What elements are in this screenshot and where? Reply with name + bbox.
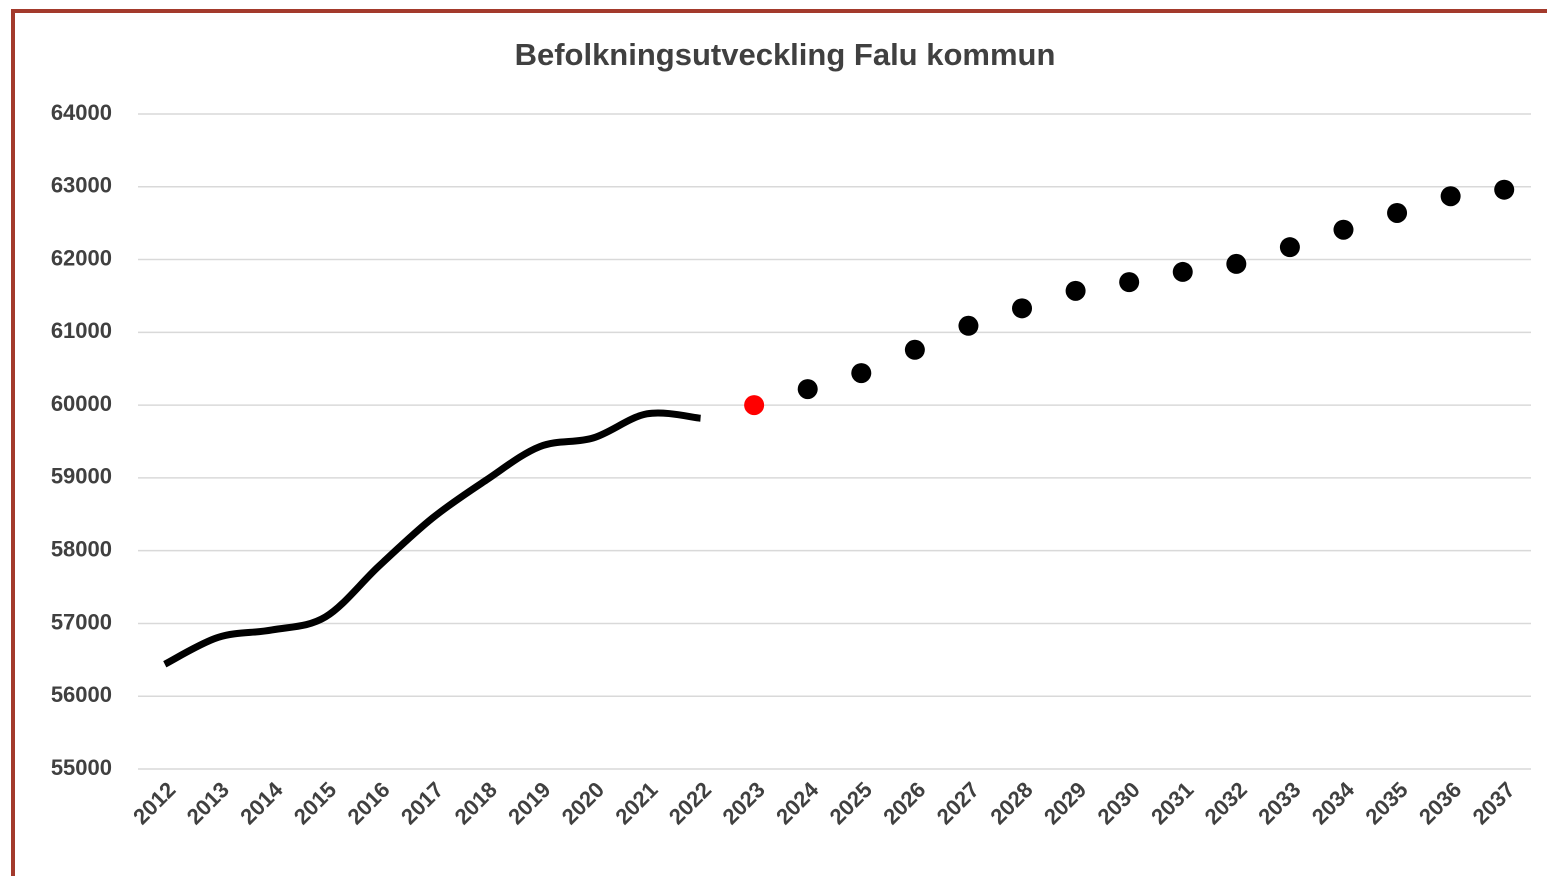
x-tick-label: 2031 bbox=[1146, 777, 1198, 829]
data-point bbox=[958, 315, 979, 336]
data-point bbox=[1279, 237, 1300, 258]
x-tick-label: 2037 bbox=[1468, 777, 1520, 829]
data-point bbox=[1494, 179, 1515, 200]
x-tick-label: 2016 bbox=[342, 777, 394, 829]
x-tick-label: 2033 bbox=[1253, 777, 1305, 829]
x-tick-label: 2021 bbox=[610, 777, 662, 829]
y-tick-label: 64000 bbox=[51, 100, 112, 125]
x-tick-label: 2026 bbox=[878, 777, 930, 829]
y-tick-label: 63000 bbox=[51, 173, 112, 198]
x-tick-label: 2023 bbox=[717, 777, 769, 829]
data-point bbox=[744, 395, 765, 416]
x-tick-label: 2028 bbox=[985, 777, 1037, 829]
y-tick-label: 60000 bbox=[51, 391, 112, 416]
x-tick-label: 2024 bbox=[771, 776, 824, 829]
x-tick-label: 2020 bbox=[557, 777, 609, 829]
x-tick-label: 2027 bbox=[932, 777, 984, 829]
x-tick-label: 2035 bbox=[1360, 777, 1412, 829]
data-point bbox=[1172, 261, 1193, 282]
x-tick-label: 2025 bbox=[825, 777, 877, 829]
x-tick-label: 2034 bbox=[1307, 776, 1360, 829]
data-point bbox=[797, 379, 818, 400]
x-tick-label: 2022 bbox=[664, 777, 716, 829]
data-point bbox=[1119, 272, 1140, 293]
x-tick-label: 2032 bbox=[1200, 777, 1252, 829]
y-tick-label: 62000 bbox=[51, 245, 112, 270]
data-point bbox=[1440, 186, 1461, 207]
y-tick-label: 57000 bbox=[51, 609, 112, 634]
frame bbox=[11, 9, 1547, 876]
x-tick-label: 2030 bbox=[1093, 777, 1145, 829]
data-point bbox=[1065, 280, 1086, 301]
chart-title: Befolkningsutveckling Falu kommun bbox=[515, 37, 1056, 72]
x-tick-label: 2014 bbox=[235, 776, 288, 829]
x-tick-label: 2019 bbox=[503, 777, 555, 829]
y-tick-label: 58000 bbox=[51, 536, 112, 561]
y-tick-label: 56000 bbox=[51, 682, 112, 707]
data-point bbox=[851, 363, 872, 384]
x-tick-label: 2017 bbox=[396, 777, 448, 829]
y-tick-label: 61000 bbox=[51, 318, 112, 343]
x-tick-label: 2012 bbox=[128, 777, 180, 829]
data-point bbox=[904, 339, 925, 360]
x-tick-label: 2036 bbox=[1414, 777, 1466, 829]
data-point bbox=[1387, 202, 1408, 223]
y-tick-label: 55000 bbox=[51, 755, 112, 780]
y-tick-label: 59000 bbox=[51, 464, 112, 489]
x-tick-label: 2029 bbox=[1039, 777, 1091, 829]
x-tick-label: 2015 bbox=[289, 777, 341, 829]
data-point bbox=[1333, 219, 1354, 240]
data-line bbox=[163, 409, 701, 668]
data-point bbox=[1226, 253, 1247, 274]
x-tick-label: 2013 bbox=[182, 777, 234, 829]
data-point bbox=[1012, 298, 1033, 319]
x-tick-label: 2018 bbox=[450, 777, 502, 829]
